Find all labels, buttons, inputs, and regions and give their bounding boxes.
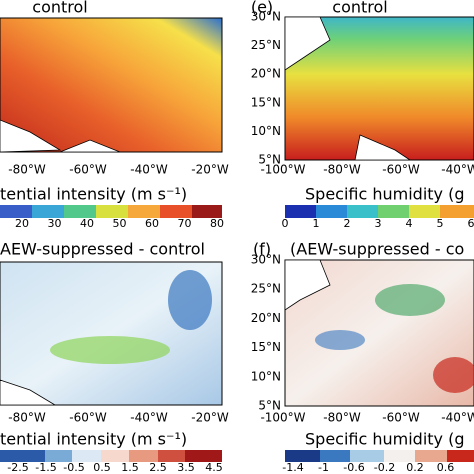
colorbar-tick-label: 50 xyxy=(113,217,127,230)
map-e xyxy=(284,16,474,161)
x-tick-label: -80°W xyxy=(323,411,361,425)
y-tick-label: 10°N xyxy=(251,369,281,383)
colorbar-tick-label: 3 xyxy=(375,217,382,230)
x-tick-label: -80°W xyxy=(8,411,46,425)
colorbar-tick-label: 0.5 xyxy=(93,461,111,474)
x-tick-label: -60°W xyxy=(382,163,420,177)
colorbar-tick-label: -1.4 xyxy=(282,461,303,474)
colorbar-tick-label: 1.5 xyxy=(121,461,139,474)
x-tick-label: -80°W xyxy=(8,163,46,177)
y-tick-label: 20°N xyxy=(251,311,281,325)
y-tick-label: 5°N xyxy=(258,399,281,413)
colorbar-tick-label: 60 xyxy=(145,217,159,230)
y-tick-label: 10°N xyxy=(251,124,281,138)
colorbar-tick-label: 40 xyxy=(80,217,94,230)
colorbar-f xyxy=(285,450,474,462)
colorbar-tick-label: 4 xyxy=(406,217,413,230)
x-tick-label: -60°W xyxy=(69,411,107,425)
map-f xyxy=(284,259,474,407)
y-tick-label: 30°N xyxy=(251,10,281,24)
colorbar-tick-label: 6 xyxy=(468,217,474,230)
colorbar-tick-label: -1 xyxy=(318,461,329,474)
y-tick-label: 25°N xyxy=(251,38,281,52)
x-tick-label: -40°W xyxy=(441,411,474,425)
colorbar-tick-label: 2 xyxy=(344,217,351,230)
colorbar-label: tential intensity (m s⁻¹) xyxy=(0,430,187,449)
colorbar-tick-label: 4.5 xyxy=(205,461,223,474)
map-a xyxy=(0,17,223,153)
x-tick-label: -60°W xyxy=(382,411,420,425)
x-tick-label: -100°W xyxy=(260,411,305,425)
colorbar-tick-label: 0.6 xyxy=(437,461,455,474)
x-tick-label: -20°W xyxy=(191,163,229,177)
colorbar-a xyxy=(0,205,222,218)
colorbar-tick-label: -2.5 xyxy=(7,461,28,474)
panel-title: control xyxy=(332,0,387,17)
colorbar-tick-label: 2.5 xyxy=(149,461,167,474)
panel-title: AEW-suppressed - control xyxy=(0,240,205,259)
colorbar-tick-label: -0.2 xyxy=(374,461,395,474)
map-c xyxy=(0,261,223,406)
y-tick-label: 30°N xyxy=(251,253,281,267)
x-tick-label: -60°W xyxy=(69,163,107,177)
colorbar-e xyxy=(285,205,474,218)
colorbar-tick-label: 70 xyxy=(178,217,192,230)
colorbar-tick-label: -0.6 xyxy=(343,461,364,474)
y-tick-label: 25°N xyxy=(251,282,281,296)
x-tick-label: -40°W xyxy=(441,163,474,177)
x-tick-label: -40°W xyxy=(130,163,168,177)
colorbar-tick-label: 30 xyxy=(48,217,62,230)
colorbar-label: tential intensity (m s⁻¹) xyxy=(0,185,187,204)
x-tick-label: -20°W xyxy=(191,411,229,425)
colorbar-tick-label: -0.5 xyxy=(63,461,84,474)
colorbar-tick-label: 5 xyxy=(437,217,444,230)
panel-label: (e) xyxy=(251,0,273,17)
colorbar-tick-label: -1.5 xyxy=(35,461,56,474)
colorbar-label: Specific humidity (g xyxy=(305,185,465,204)
colorbar-tick-label: 3.5 xyxy=(177,461,195,474)
colorbar-c xyxy=(0,450,222,462)
y-tick-label: 15°N xyxy=(251,340,281,354)
colorbar-tick-label: 0.2 xyxy=(406,461,424,474)
y-tick-label: 20°N xyxy=(251,67,281,81)
panel-title: control xyxy=(32,0,87,17)
colorbar-tick-label: 80 xyxy=(210,217,224,230)
x-tick-label: -100°W xyxy=(260,163,305,177)
colorbar-tick-label: 1 xyxy=(313,217,320,230)
panel-label: (f) xyxy=(253,240,271,259)
y-tick-label: 5°N xyxy=(258,153,281,167)
panel-title: (AEW-suppressed - co xyxy=(290,240,464,259)
colorbar-label: Specific humidity (g xyxy=(305,430,465,449)
x-tick-label: -40°W xyxy=(130,411,168,425)
colorbar-tick-label: 0 xyxy=(282,217,289,230)
x-tick-label: -80°W xyxy=(323,163,361,177)
colorbar-tick-label: 20 xyxy=(15,217,29,230)
y-tick-label: 15°N xyxy=(251,95,281,109)
